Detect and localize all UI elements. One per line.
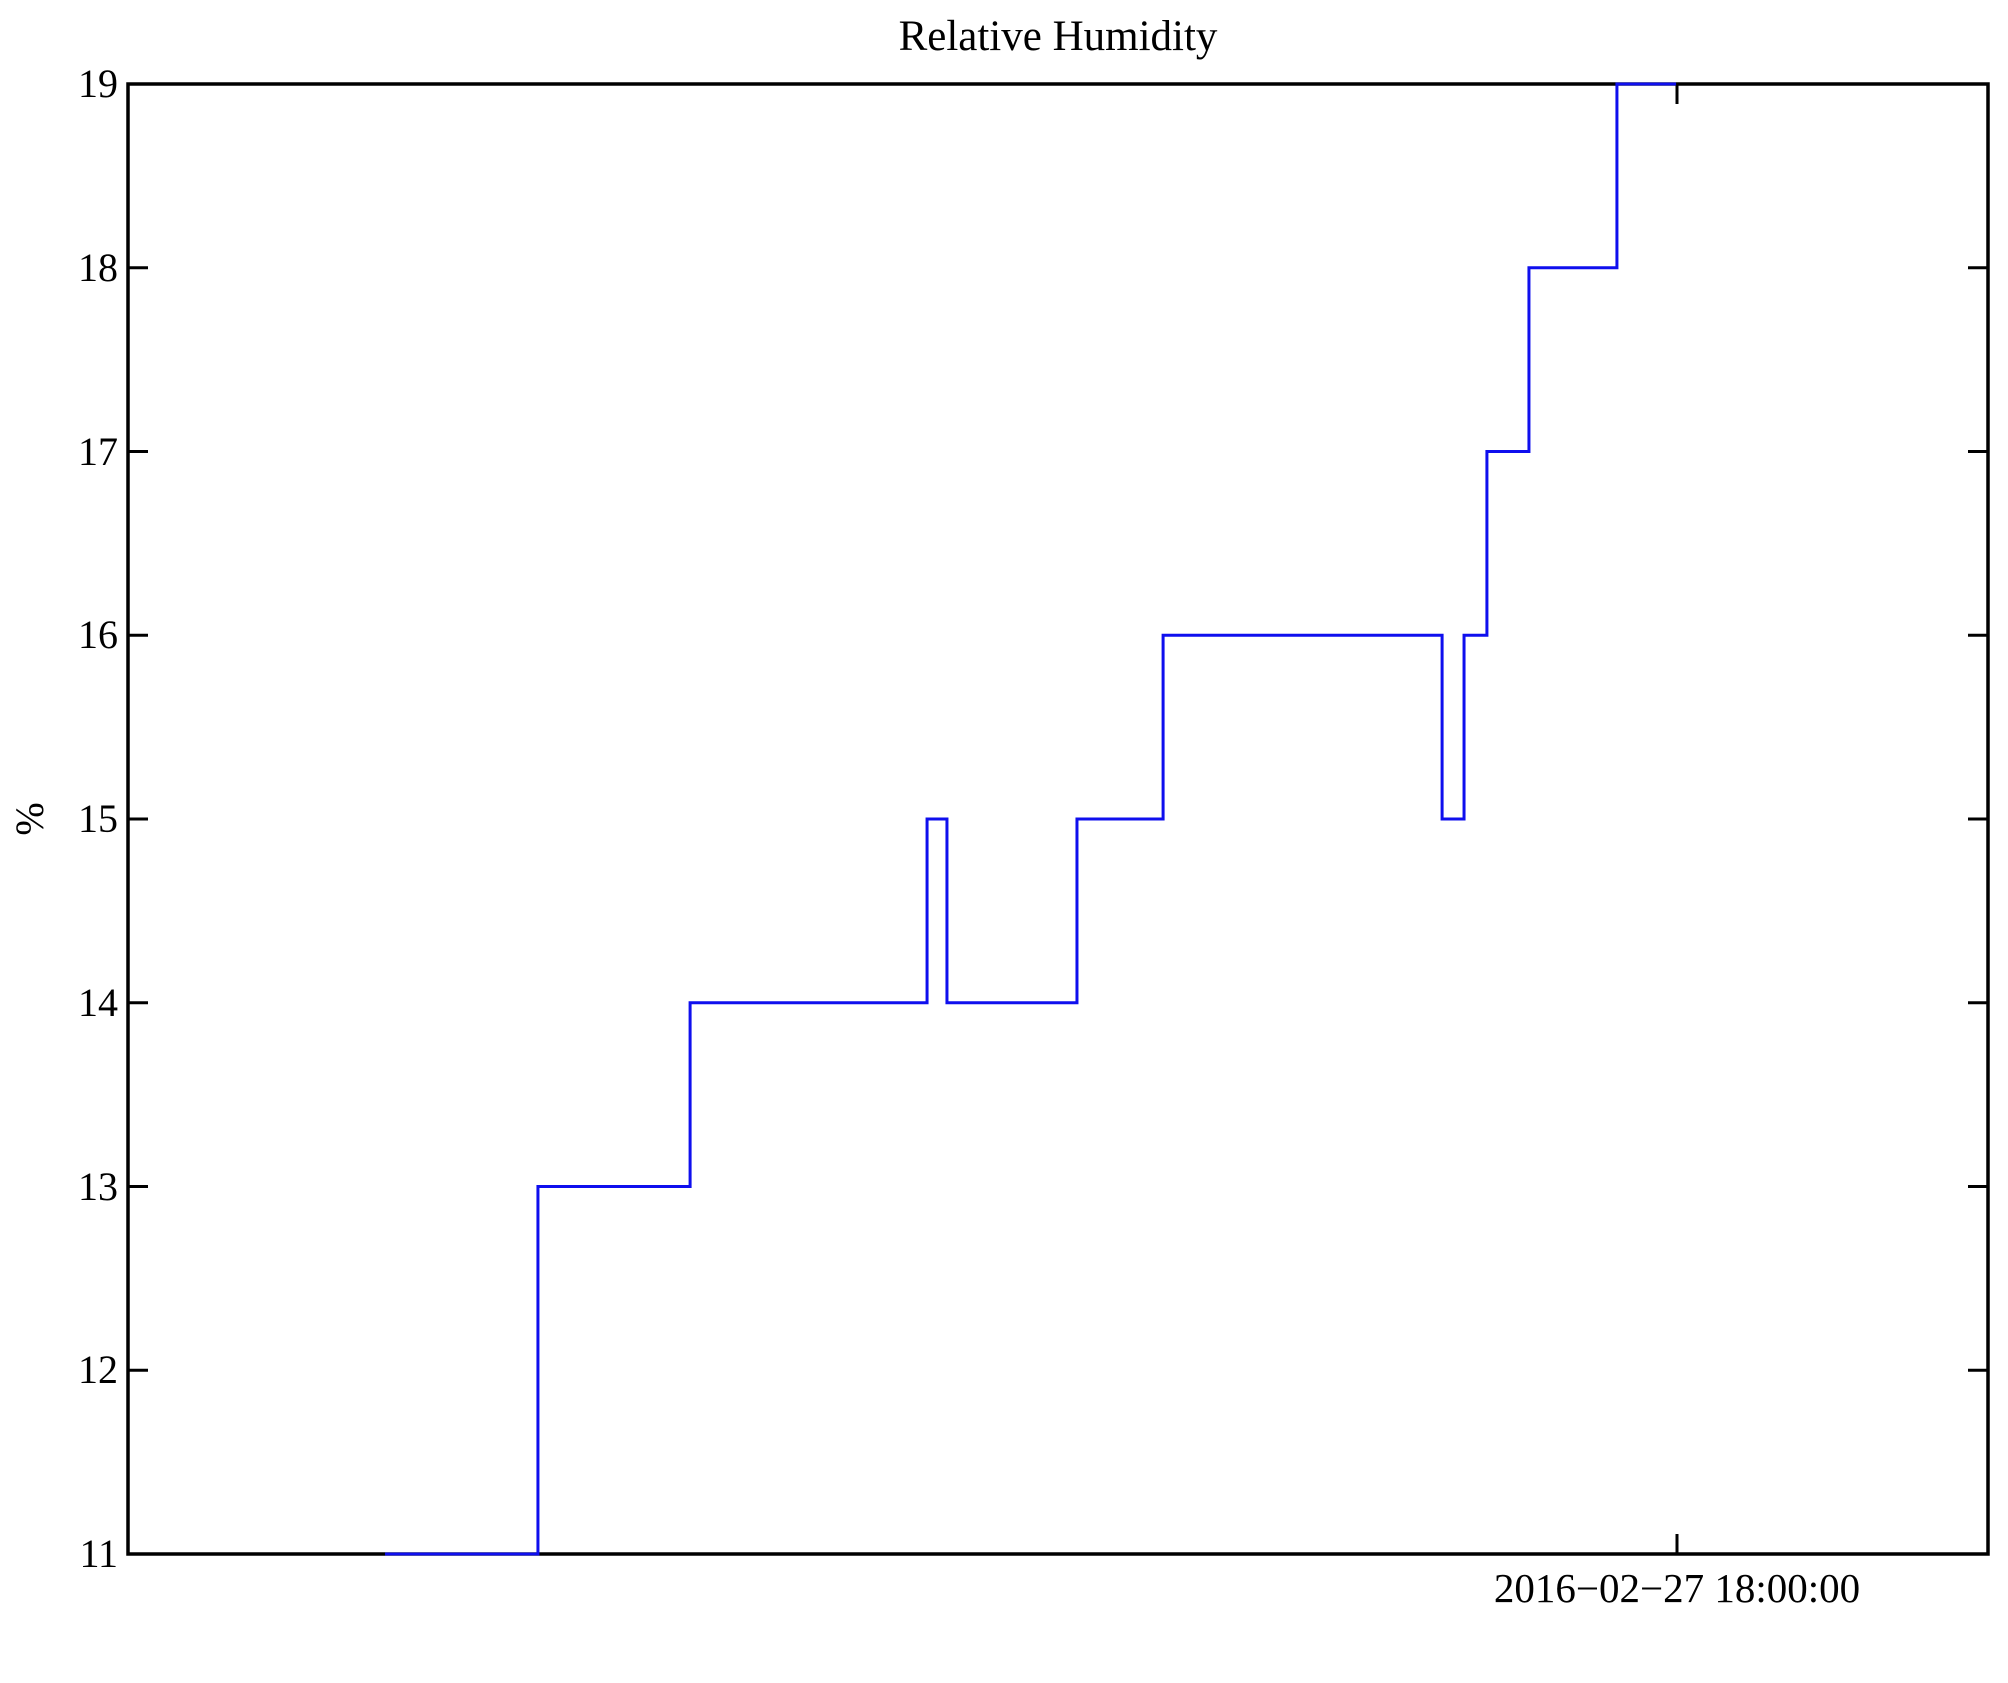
x-tick-label: 2016−02−27 18:00:00 — [1493, 1565, 1861, 1611]
axis-box — [126, 82, 1990, 1556]
y-tick-label: 13 — [78, 1163, 118, 1209]
y-tick-label: 16 — [78, 612, 118, 658]
chart-title: Relative Humidity — [898, 13, 1218, 60]
y-tick-label: 17 — [78, 428, 118, 474]
y-tick-label: 15 — [78, 796, 118, 841]
y-tick-label: 14 — [78, 979, 118, 1025]
y-tick-label: 11 — [79, 1531, 118, 1576]
relative-humidity-percent-step-line — [385, 82, 1677, 1556]
y-tick-label: 19 — [78, 61, 118, 106]
y-tick-label: 12 — [78, 1347, 118, 1393]
y-tick-label: 18 — [78, 244, 118, 290]
